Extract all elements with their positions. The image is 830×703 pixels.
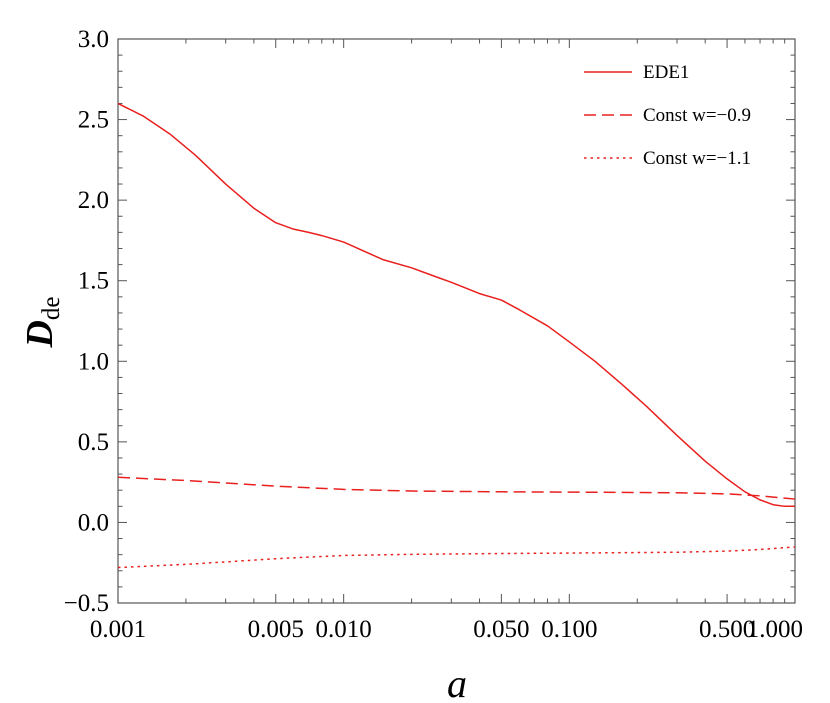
x-tick-label: 0.001: [90, 616, 146, 643]
x-tick-label: 0.050: [473, 616, 529, 643]
x-axis-title: a: [447, 661, 467, 703]
legend-label: Const w=−0.9: [643, 105, 751, 126]
y-axis-title-main: D: [19, 320, 61, 348]
y-axis-title-sub: de: [38, 296, 65, 320]
y-tick-label: −0.5: [64, 590, 109, 617]
y-tick-label: 0.5: [78, 429, 109, 456]
series-line-2: [117, 476, 796, 500]
axis-ticks: −0.5 0.0 0.5 1.0 1.5 2.0 2.5 3.0 0.001 0.005 0.010…: [64, 26, 803, 643]
legend-label: Const w=−1.1: [643, 148, 751, 169]
legend-label: EDE1: [643, 62, 689, 83]
x-tick-label: 0.100: [541, 616, 597, 643]
y-tick-label: 2.0: [78, 187, 109, 214]
legend: EDE1 Const w=−0.9 Const w=−1.1: [584, 62, 751, 169]
series-lines: [117, 102, 796, 569]
x-tick-label: 1.000: [747, 616, 803, 643]
series-line-1: [117, 102, 795, 508]
x-tick-label: 0.010: [316, 616, 372, 643]
y-tick-label: 3.0: [78, 26, 109, 53]
y-tick-label: 0.0: [78, 509, 109, 536]
series-line-3: [117, 546, 796, 569]
plot-frame: [117, 38, 796, 604]
x-tick-label: 0.500: [699, 616, 755, 643]
y-tick-label: 1.5: [78, 268, 109, 295]
y-axis-title: Dde: [19, 296, 65, 348]
y-tick-label: 2.5: [78, 107, 109, 134]
y-tick-label: 1.0: [78, 348, 109, 375]
plot-area-border: [117, 38, 796, 604]
x-tick-label: 0.005: [248, 616, 304, 643]
